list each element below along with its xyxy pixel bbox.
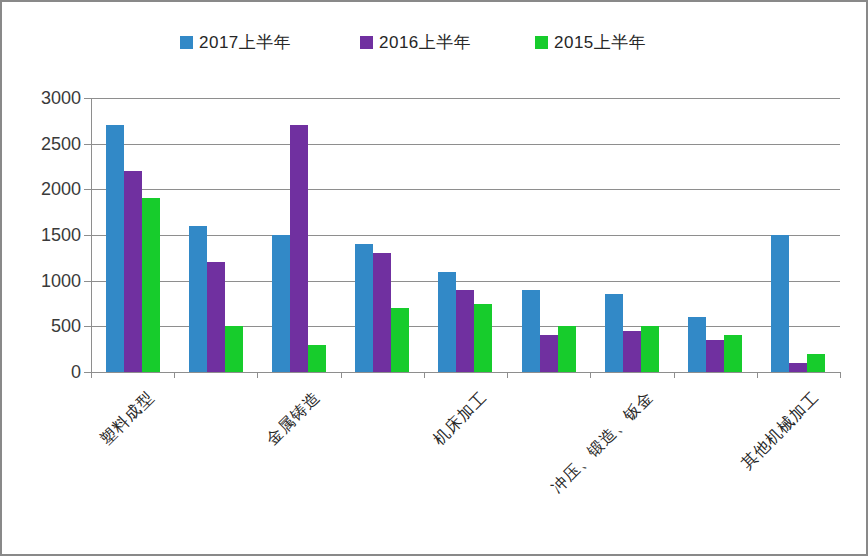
legend-label-2015: 2015上半年 — [554, 31, 646, 54]
y-tick-3000 — [84, 98, 92, 99]
legend-label-2016: 2016上半年 — [379, 31, 471, 54]
bar-2015上半年-group4 — [391, 308, 409, 372]
x-tick-2 — [257, 372, 258, 378]
bar-group-9 — [757, 98, 840, 372]
bar-2015上半年-group8 — [724, 335, 742, 372]
bar-2017上半年-group8 — [688, 317, 706, 372]
bar-group-4 — [341, 98, 424, 372]
y-tick-label-1500: 1500 — [41, 226, 81, 244]
x-category-label-9: 其他机械加工 — [738, 388, 823, 473]
y-tick-label-500: 500 — [51, 317, 81, 335]
x-tick-3 — [341, 372, 342, 378]
legend-swatch-2017 — [180, 36, 193, 49]
bar-2016上半年-冲压、锻造、钣金 — [623, 331, 641, 372]
bar-group-2 — [174, 98, 257, 372]
bar-2016上半年-机床加工 — [456, 290, 474, 372]
legend-swatch-2016 — [360, 36, 373, 49]
bar-2017上半年-group2 — [189, 226, 207, 372]
bar-group-5 — [424, 98, 507, 372]
bar-2016上半年-金属铸造 — [290, 125, 308, 372]
bar-2015上半年-group6 — [558, 326, 576, 372]
y-tick-label-0: 0 — [71, 363, 81, 381]
legend-label-2017: 2017上半年 — [199, 31, 291, 54]
y-tick-1500 — [84, 235, 92, 236]
bar-2015上半年-其他机械加工 — [807, 354, 825, 372]
x-tick-6 — [590, 372, 591, 378]
bar-2016上半年-塑料成型 — [124, 171, 142, 372]
y-tick-2500 — [84, 144, 92, 145]
y-tick-label-2000: 2000 — [41, 180, 81, 198]
y-tick-500 — [84, 326, 92, 327]
x-category-label-3: 金属铸造 — [263, 388, 324, 449]
x-category-label-1: 塑料成型 — [97, 388, 158, 449]
gridline-0 — [91, 372, 840, 373]
bar-2016上半年-group6 — [540, 335, 558, 372]
x-tick-5 — [507, 372, 508, 378]
legend-item-2016: 2016上半年 — [360, 32, 471, 52]
y-tick-label-3000: 3000 — [41, 89, 81, 107]
bar-group-7 — [590, 98, 673, 372]
plot-area — [91, 98, 840, 372]
legend-item-2017: 2017上半年 — [180, 32, 291, 52]
y-tick-2000 — [84, 189, 92, 190]
bar-2017上半年-机床加工 — [438, 272, 456, 372]
chart-frame: 2017上半年 2016上半年 2015上半年 0 500 1000 1500 2000… — [0, 0, 868, 556]
x-category-label-5: 机床加工 — [429, 388, 490, 449]
bar-group-3 — [257, 98, 340, 372]
x-tick-1 — [174, 372, 175, 378]
bar-2015上半年-金属铸造 — [308, 345, 326, 372]
bar-2017上半年-group6 — [522, 290, 540, 372]
x-tick-7 — [674, 372, 675, 378]
bar-group-6 — [507, 98, 590, 372]
bar-2016上半年-其他机械加工 — [789, 363, 807, 372]
legend-swatch-2015 — [535, 36, 548, 49]
bar-2017上半年-塑料成型 — [106, 125, 124, 372]
bar-2017上半年-金属铸造 — [272, 235, 290, 372]
bar-group-8 — [674, 98, 757, 372]
bar-2015上半年-塑料成型 — [142, 198, 160, 372]
bar-2017上半年-group4 — [355, 244, 373, 372]
x-category-label-7: 冲压、锻造、钣金 — [548, 388, 657, 497]
y-tick-0 — [84, 372, 92, 373]
y-tick-label-1000: 1000 — [41, 272, 81, 290]
y-axis-labels: 050010001500200025003000 — [2, 98, 81, 372]
bar-2016上半年-group2 — [207, 262, 225, 372]
chart-legend: 2017上半年 2016上半年 2015上半年 — [2, 32, 866, 58]
bar-2016上半年-group8 — [706, 340, 724, 372]
y-tick-1000 — [84, 281, 92, 282]
bar-2016上半年-group4 — [373, 253, 391, 372]
bar-2015上半年-冲压、锻造、钣金 — [641, 326, 659, 372]
bar-2015上半年-机床加工 — [474, 304, 492, 373]
legend-item-2015: 2015上半年 — [535, 32, 646, 52]
x-tick-9 — [840, 372, 841, 378]
y-tick-label-2500: 2500 — [41, 135, 81, 153]
x-tick-8 — [757, 372, 758, 378]
x-tick-4 — [424, 372, 425, 378]
bar-2017上半年-其他机械加工 — [771, 235, 789, 372]
bar-group-1 — [91, 98, 174, 372]
bar-2015上半年-group2 — [225, 326, 243, 372]
bar-2017上半年-冲压、锻造、钣金 — [605, 294, 623, 372]
